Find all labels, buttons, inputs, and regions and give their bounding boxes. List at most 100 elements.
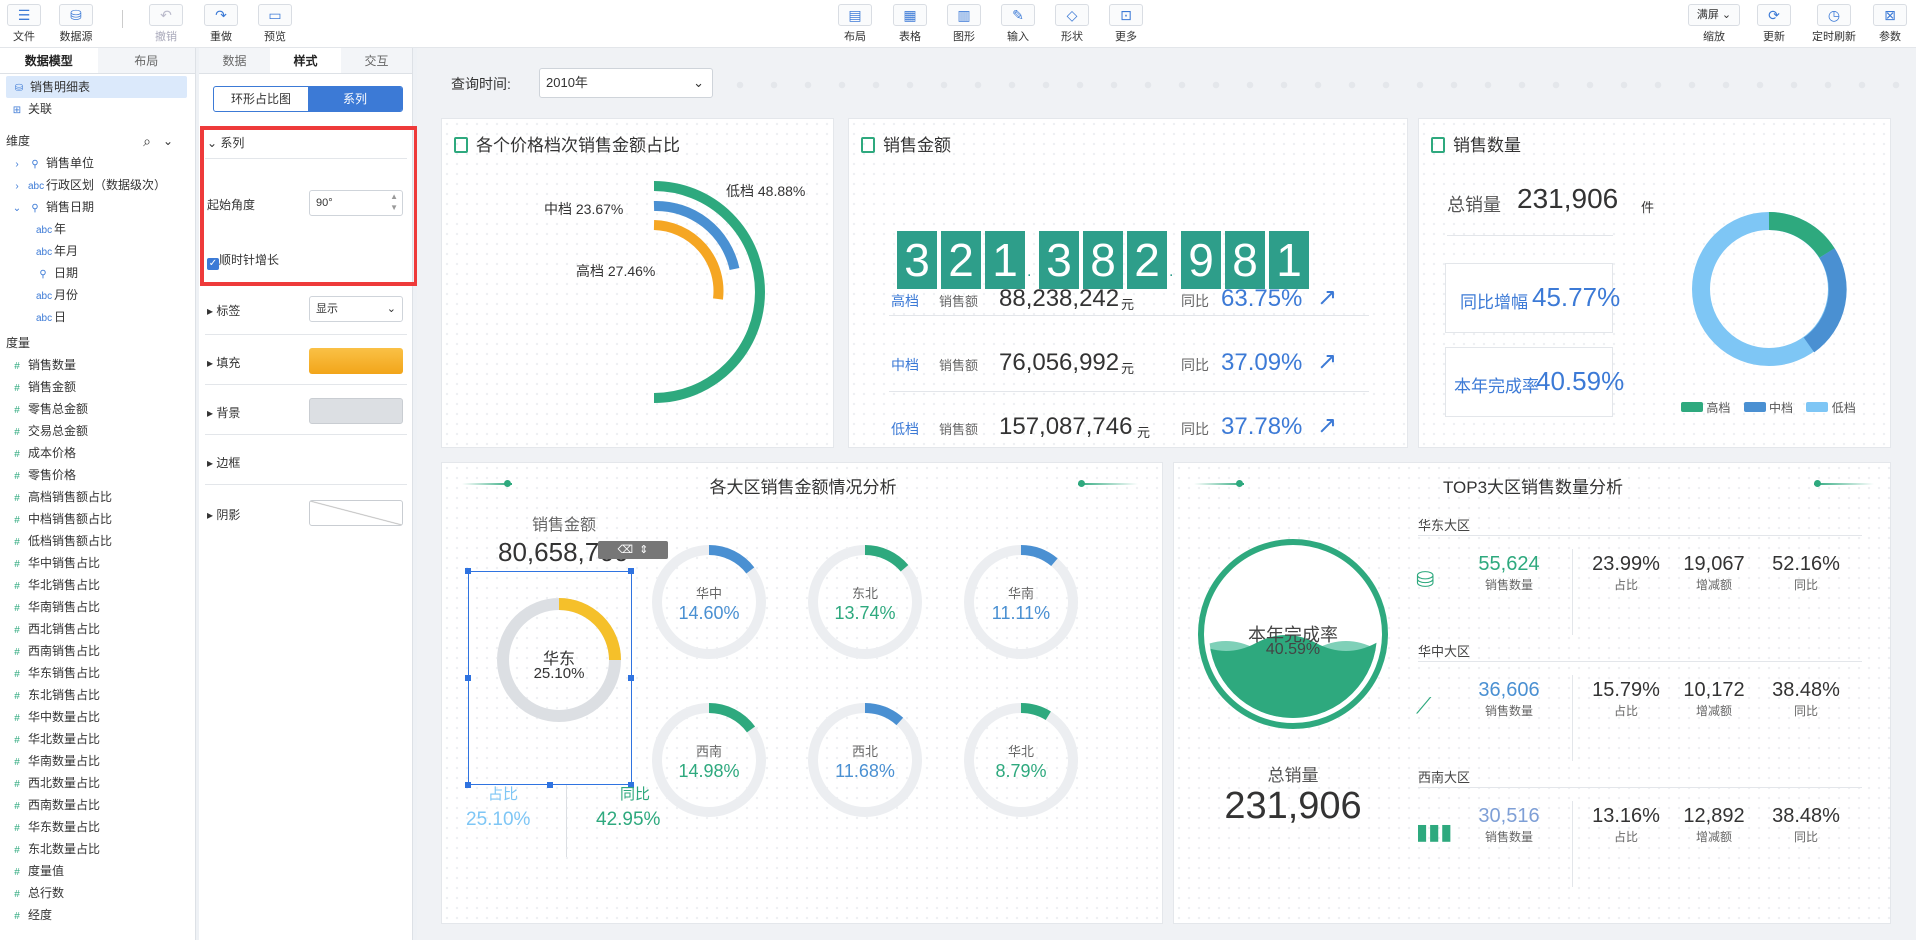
seg-ring-chart[interactable]: 环形占比图 — [230, 92, 291, 106]
dim-item[interactable]: abc 年 — [0, 218, 195, 240]
measure-icon: # — [14, 427, 20, 438]
bg-color-swatch[interactable] — [309, 398, 403, 424]
resize-handle[interactable] — [628, 568, 634, 574]
measure-item[interactable]: # 华南数量占比 — [0, 750, 195, 772]
fill-section[interactable]: ▸ 填充 — [207, 356, 241, 370]
resize-handle[interactable] — [465, 675, 471, 681]
measure-item[interactable]: # 西北销售占比 — [0, 618, 195, 640]
tab-layout[interactable]: 布局 — [97, 48, 195, 73]
move-icon[interactable]: ⇕ — [639, 544, 649, 556]
tab-interaction[interactable]: 交互 — [341, 48, 412, 73]
resize-handle[interactable] — [628, 675, 634, 681]
measure-item[interactable]: # 西北数量占比 — [0, 772, 195, 794]
measure-item[interactable]: # 西南数量占比 — [0, 794, 195, 816]
datasource-button[interactable]: ⛁ 数据源 — [52, 4, 100, 44]
relation-item[interactable]: ⊞ 关联 — [0, 98, 195, 120]
divider — [205, 484, 407, 485]
resize-handle[interactable] — [547, 782, 553, 788]
tab-data-model[interactable]: 数据模型 — [0, 48, 98, 73]
stepper-icon[interactable]: ▲ ▼ — [390, 192, 398, 212]
price-tier-share-card[interactable]: 各个价格档次销售金额占比 低档 48.88% 中档 23.67% 高档 27.4… — [441, 118, 834, 448]
measure-item[interactable]: # 华中数量占比 — [0, 706, 195, 728]
region-donut[interactable]: 华北 8.79% — [964, 702, 1078, 817]
sales-quantity-card[interactable]: 销售数量 总销量 231,906 件 同比增幅 45.77% 本年完成率 40.… — [1418, 118, 1891, 448]
measure-item[interactable]: # 华中销售占比 — [0, 552, 195, 574]
background-section[interactable]: ▸ 背景 — [207, 406, 241, 420]
measure-item[interactable]: # 低档销售额占比 — [0, 530, 195, 552]
preview-button[interactable]: ▭ 预览 — [251, 4, 299, 44]
chevron-down-icon[interactable]: ⌄ — [162, 134, 173, 148]
search-icon[interactable]: ⌕ — [143, 133, 151, 149]
measure-item[interactable]: # 度量值 — [0, 860, 195, 882]
resize-handle[interactable] — [465, 782, 471, 788]
dim-item[interactable]: › abc 行政区划（数据级次） — [0, 174, 195, 196]
measure-item[interactable]: # 零售价格 — [0, 464, 195, 486]
region-donut[interactable]: 华中 14.60% — [652, 545, 766, 659]
shadow-swatch[interactable] — [309, 500, 403, 526]
measure-item[interactable]: # 零售总金额 — [0, 398, 195, 420]
resize-handle[interactable] — [628, 782, 634, 788]
measure-item[interactable]: # 高档销售额占比 — [0, 486, 195, 508]
tab-data[interactable]: 数据 — [199, 48, 270, 73]
measure-item[interactable]: # 华南销售占比 — [0, 596, 195, 618]
trash-icon[interactable]: ⌫ — [617, 544, 634, 556]
measure-item[interactable]: # 华北销售占比 — [0, 574, 195, 596]
measure-item[interactable]: # 东北数量占比 — [0, 838, 195, 860]
measure-item[interactable]: # 交易总金额 — [0, 420, 195, 442]
seg-series[interactable]: 系列 — [308, 87, 402, 111]
dim-item[interactable]: ⌄ ⚲ 销售日期 — [0, 196, 195, 218]
measure-item[interactable]: # 华东销售占比 — [0, 662, 195, 684]
chart-button[interactable]: ▥ 图形 — [940, 4, 988, 44]
selection-frame[interactable] — [468, 571, 632, 785]
series-section-header[interactable]: ⌄ 系列 — [207, 136, 245, 150]
measure-list: # 销售数量 # 销售金额 # 零售总金额 # 交易总金额 # 成本价格 # 零售价格 # 高档销售额占比… — [0, 354, 195, 926]
dim-item[interactable]: abc 日 — [0, 306, 195, 328]
timed-refresh-button[interactable]: ◷ 定时刷新 — [1804, 4, 1864, 44]
measure-item[interactable]: # 总行数 — [0, 882, 195, 904]
region-donut[interactable]: 西南 14.98% — [652, 703, 766, 817]
more-button[interactable]: ⊡ 更多 — [1102, 4, 1150, 44]
undo-button[interactable]: ↶ 撤销 — [142, 4, 190, 44]
measure-item[interactable]: # 经度 — [0, 904, 195, 926]
dim-item[interactable]: abc 月份 — [0, 284, 195, 306]
measure-item[interactable]: # 销售金额 — [0, 376, 195, 398]
clockwise-checkbox[interactable]: ✓ 顺时针增长 — [207, 253, 280, 270]
table-button[interactable]: ▦ 表格 — [886, 4, 934, 44]
measure-item[interactable]: # 华北数量占比 — [0, 728, 195, 750]
dim-item[interactable]: abc 年月 — [0, 240, 195, 262]
measure-item[interactable]: # 中档销售额占比 — [0, 508, 195, 530]
zoom-dropdown[interactable]: 满屏 ⌄ 缩放 — [1686, 4, 1742, 44]
widget-handle-toolbar[interactable]: ⌫ ⇕ — [598, 541, 668, 559]
resize-handle[interactable] — [465, 568, 471, 574]
start-angle-input[interactable]: 90° ▲ ▼ — [309, 190, 403, 216]
fill-color-swatch[interactable] — [309, 348, 403, 374]
label-section[interactable]: ▸ 标签 — [207, 304, 241, 318]
measure-item[interactable]: # 东北销售占比 — [0, 684, 195, 706]
region-donut[interactable]: 西北 11.68% — [808, 703, 922, 817]
update-button[interactable]: ⟳ 更新 — [1750, 4, 1798, 44]
dim-item[interactable]: ⚲ 日期 — [0, 262, 195, 284]
measure-item[interactable]: # 成本价格 — [0, 442, 195, 464]
query-time-select[interactable]: 2010年 ⌄ — [539, 68, 713, 98]
shadow-section[interactable]: ▸ 阴影 — [207, 508, 241, 522]
layout-button[interactable]: ▤ 布局 — [831, 4, 879, 44]
table-sales-detail[interactable]: ⛁ 销售明细表 — [6, 76, 187, 98]
region-amount-card[interactable]: 各大区销售金额情况分析 销售金额 80,658,766 ⌫ ⇕ 华东 25.10… — [441, 462, 1163, 924]
tab-style[interactable]: 样式 — [270, 48, 341, 73]
measure-item[interactable]: # 华东数量占比 — [0, 816, 195, 838]
dim-item[interactable]: › ⚲ 销售单位 — [0, 152, 195, 174]
file-button[interactable]: ☰ 文件 — [0, 4, 48, 44]
input-button[interactable]: ✎ 输入 — [994, 4, 1042, 44]
region-donut[interactable]: 东北 13.74% — [808, 545, 922, 659]
params-button[interactable]: ⊠ 参数 — [1866, 4, 1914, 44]
border-section[interactable]: ▸ 边框 — [207, 456, 241, 470]
shape-button[interactable]: ◇ 形状 — [1048, 4, 1096, 44]
region-donut[interactable]: 华南 11.11% — [964, 545, 1078, 659]
measure-item[interactable]: # 西南销售占比 — [0, 640, 195, 662]
top3-region-card[interactable]: TOP3大区销售数量分析 本年完成率 40.59% 总销量 231,906 华东… — [1173, 462, 1891, 924]
measure-icon: # — [14, 559, 20, 570]
redo-button[interactable]: ↷ 重做 — [197, 4, 245, 44]
label-select[interactable]: 显示 ⌄ — [309, 296, 403, 322]
measure-item[interactable]: # 销售数量 — [0, 354, 195, 376]
